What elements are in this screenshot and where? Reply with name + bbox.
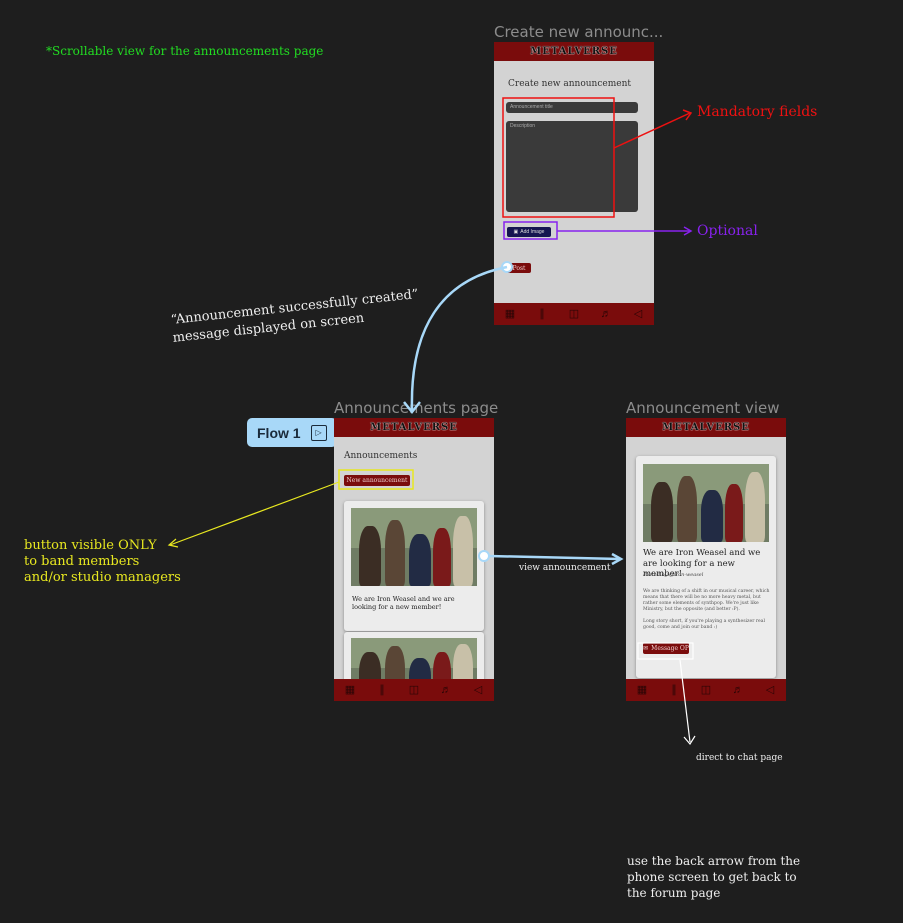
audio-wave-icon[interactable]: ∥	[539, 308, 545, 320]
person-figure	[385, 520, 405, 586]
person-figure	[409, 534, 431, 586]
person-figure	[725, 484, 743, 542]
chat-arrowhead	[683, 735, 696, 746]
back-arrow-line1: use the back arrow from the	[627, 854, 801, 868]
megaphone-icon[interactable]: ◁	[473, 684, 483, 696]
top-bar: METALVERSE	[626, 418, 786, 437]
calendar-icon[interactable]: ▦	[504, 308, 516, 320]
bottom-nav: ▦ ∥ ◫ ♬ ◁	[334, 679, 494, 701]
chat-connector	[679, 659, 691, 743]
view-flow-start	[478, 550, 490, 562]
announcement-detail-card: We are Iron Weasel and we are looking fo…	[636, 456, 776, 678]
message-op-label: Message OP	[651, 645, 689, 652]
mandatory-fields-highlight	[502, 97, 615, 218]
flow-badge[interactable]: Flow 1 ▷	[247, 418, 337, 447]
message-op-button[interactable]: ✉ Message OP	[643, 643, 689, 654]
top-bar: METALVERSE	[494, 42, 654, 61]
mandatory-connector	[613, 112, 691, 149]
person-figure	[701, 490, 723, 542]
announcements-screen: METALVERSE Announcements New announcemen…	[334, 418, 494, 701]
metalverse-logo: METALVERSE	[662, 422, 750, 433]
view-flow-arrowhead	[611, 552, 624, 566]
back-arrow-line3: the forum page	[627, 886, 721, 900]
view-frame-title: Announcement view	[626, 399, 780, 417]
audio-wave-icon[interactable]: ∥	[379, 684, 385, 696]
person-figure	[359, 526, 381, 586]
create-announcement-screen: METALVERSE Create new announcement Annou…	[494, 42, 654, 325]
band-photo	[351, 638, 477, 701]
post-button[interactable]: Post	[507, 263, 531, 273]
play-icon: ▷	[310, 424, 327, 441]
mandatory-note: Mandatory fields	[697, 104, 818, 120]
megaphone-icon[interactable]: ◁	[633, 308, 643, 320]
metalverse-logo: METALVERSE	[530, 46, 618, 57]
create-heading: Create new announcement	[508, 79, 631, 89]
calendar-icon[interactable]: ▦	[636, 684, 648, 696]
button-visible-line1: button visible ONLY	[24, 538, 157, 553]
button-visible-line3: and/or studio managers	[24, 570, 181, 585]
back-arrow-note: use the back arrow from the phone screen…	[627, 853, 800, 901]
announcement-view-screen: METALVERSE We are Iron Weasel and we are…	[626, 418, 786, 701]
view-flow-connector	[488, 554, 621, 561]
person-figure	[453, 516, 473, 586]
visibility-connector	[169, 481, 340, 546]
bottom-nav: ▦ ∥ ◫ ♬ ◁	[494, 303, 654, 325]
announcement-title: We are Iron Weasel and we are looking fo…	[643, 548, 761, 579]
bottom-nav: ▦ ∥ ◫ ♬ ◁	[626, 679, 786, 701]
audio-wave-icon[interactable]: ∥	[671, 684, 677, 696]
optional-note: Optional	[697, 223, 758, 239]
message-op-highlight	[637, 642, 694, 660]
description-paragraph-1: We are thinking of a shift in our musica…	[643, 589, 770, 612]
metalverse-logo: METALVERSE	[370, 422, 458, 433]
create-frame-title: Create new announc...	[494, 23, 664, 41]
person-figure	[433, 528, 451, 586]
scrollable-note: *Scrollable view for the announcements p…	[46, 44, 324, 58]
person-figure	[651, 482, 673, 542]
guitar-icon[interactable]: ♬	[600, 308, 612, 320]
announcements-heading: Announcements	[344, 451, 418, 461]
description-textarea[interactable]: Description	[506, 121, 638, 212]
mail-icon: ✉	[643, 645, 649, 652]
top-bar: METALVERSE	[334, 418, 494, 437]
add-image-button[interactable]: ▣ Add Image	[507, 227, 551, 237]
guitar-icon[interactable]: ♬	[440, 684, 452, 696]
post-flow-connector	[410, 265, 508, 411]
new-announcement-button[interactable]: New announcement	[344, 475, 410, 486]
announcement-card[interactable]: We are Iron Weasel and we are looking fo…	[344, 501, 484, 631]
chat-icon[interactable]: ◫	[408, 684, 420, 696]
post-flow-arrowhead	[403, 401, 421, 415]
add-image-label: Add Image	[520, 229, 545, 235]
guitar-icon[interactable]: ♬	[732, 684, 744, 696]
flow-label: Flow 1	[257, 424, 301, 441]
calendar-icon[interactable]: ▦	[344, 684, 356, 696]
description-paragraph-2: Long story short, if you're playing a sy…	[643, 619, 765, 630]
new-announcement-highlight	[338, 469, 414, 490]
megaphone-icon[interactable]: ◁	[765, 684, 775, 696]
posted-by: Posted by @iron-weasel	[643, 572, 704, 578]
band-photo	[351, 508, 477, 586]
optional-highlight	[503, 221, 558, 240]
button-visible-line2: to band members	[24, 554, 140, 569]
chat-icon[interactable]: ◫	[568, 308, 580, 320]
button-visible-note: button visible ONLY to band members and/…	[24, 538, 181, 586]
mandatory-arrowhead	[682, 109, 693, 121]
person-figure	[745, 472, 765, 542]
person-figure	[677, 476, 697, 542]
announcement-title-input[interactable]: Announcement title	[506, 102, 638, 113]
visibility-arrowhead	[167, 538, 179, 548]
image-icon: ▣	[513, 229, 519, 235]
card-title: We are Iron Weasel and we are looking fo…	[352, 595, 455, 611]
chat-icon[interactable]: ◫	[700, 684, 712, 696]
band-photo	[643, 464, 769, 542]
optional-arrowhead	[683, 226, 693, 236]
back-arrow-line2: phone screen to get back to	[627, 870, 797, 884]
view-announcement-note: view announcement	[519, 563, 611, 573]
direct-chat-note: direct to chat page	[696, 753, 783, 763]
